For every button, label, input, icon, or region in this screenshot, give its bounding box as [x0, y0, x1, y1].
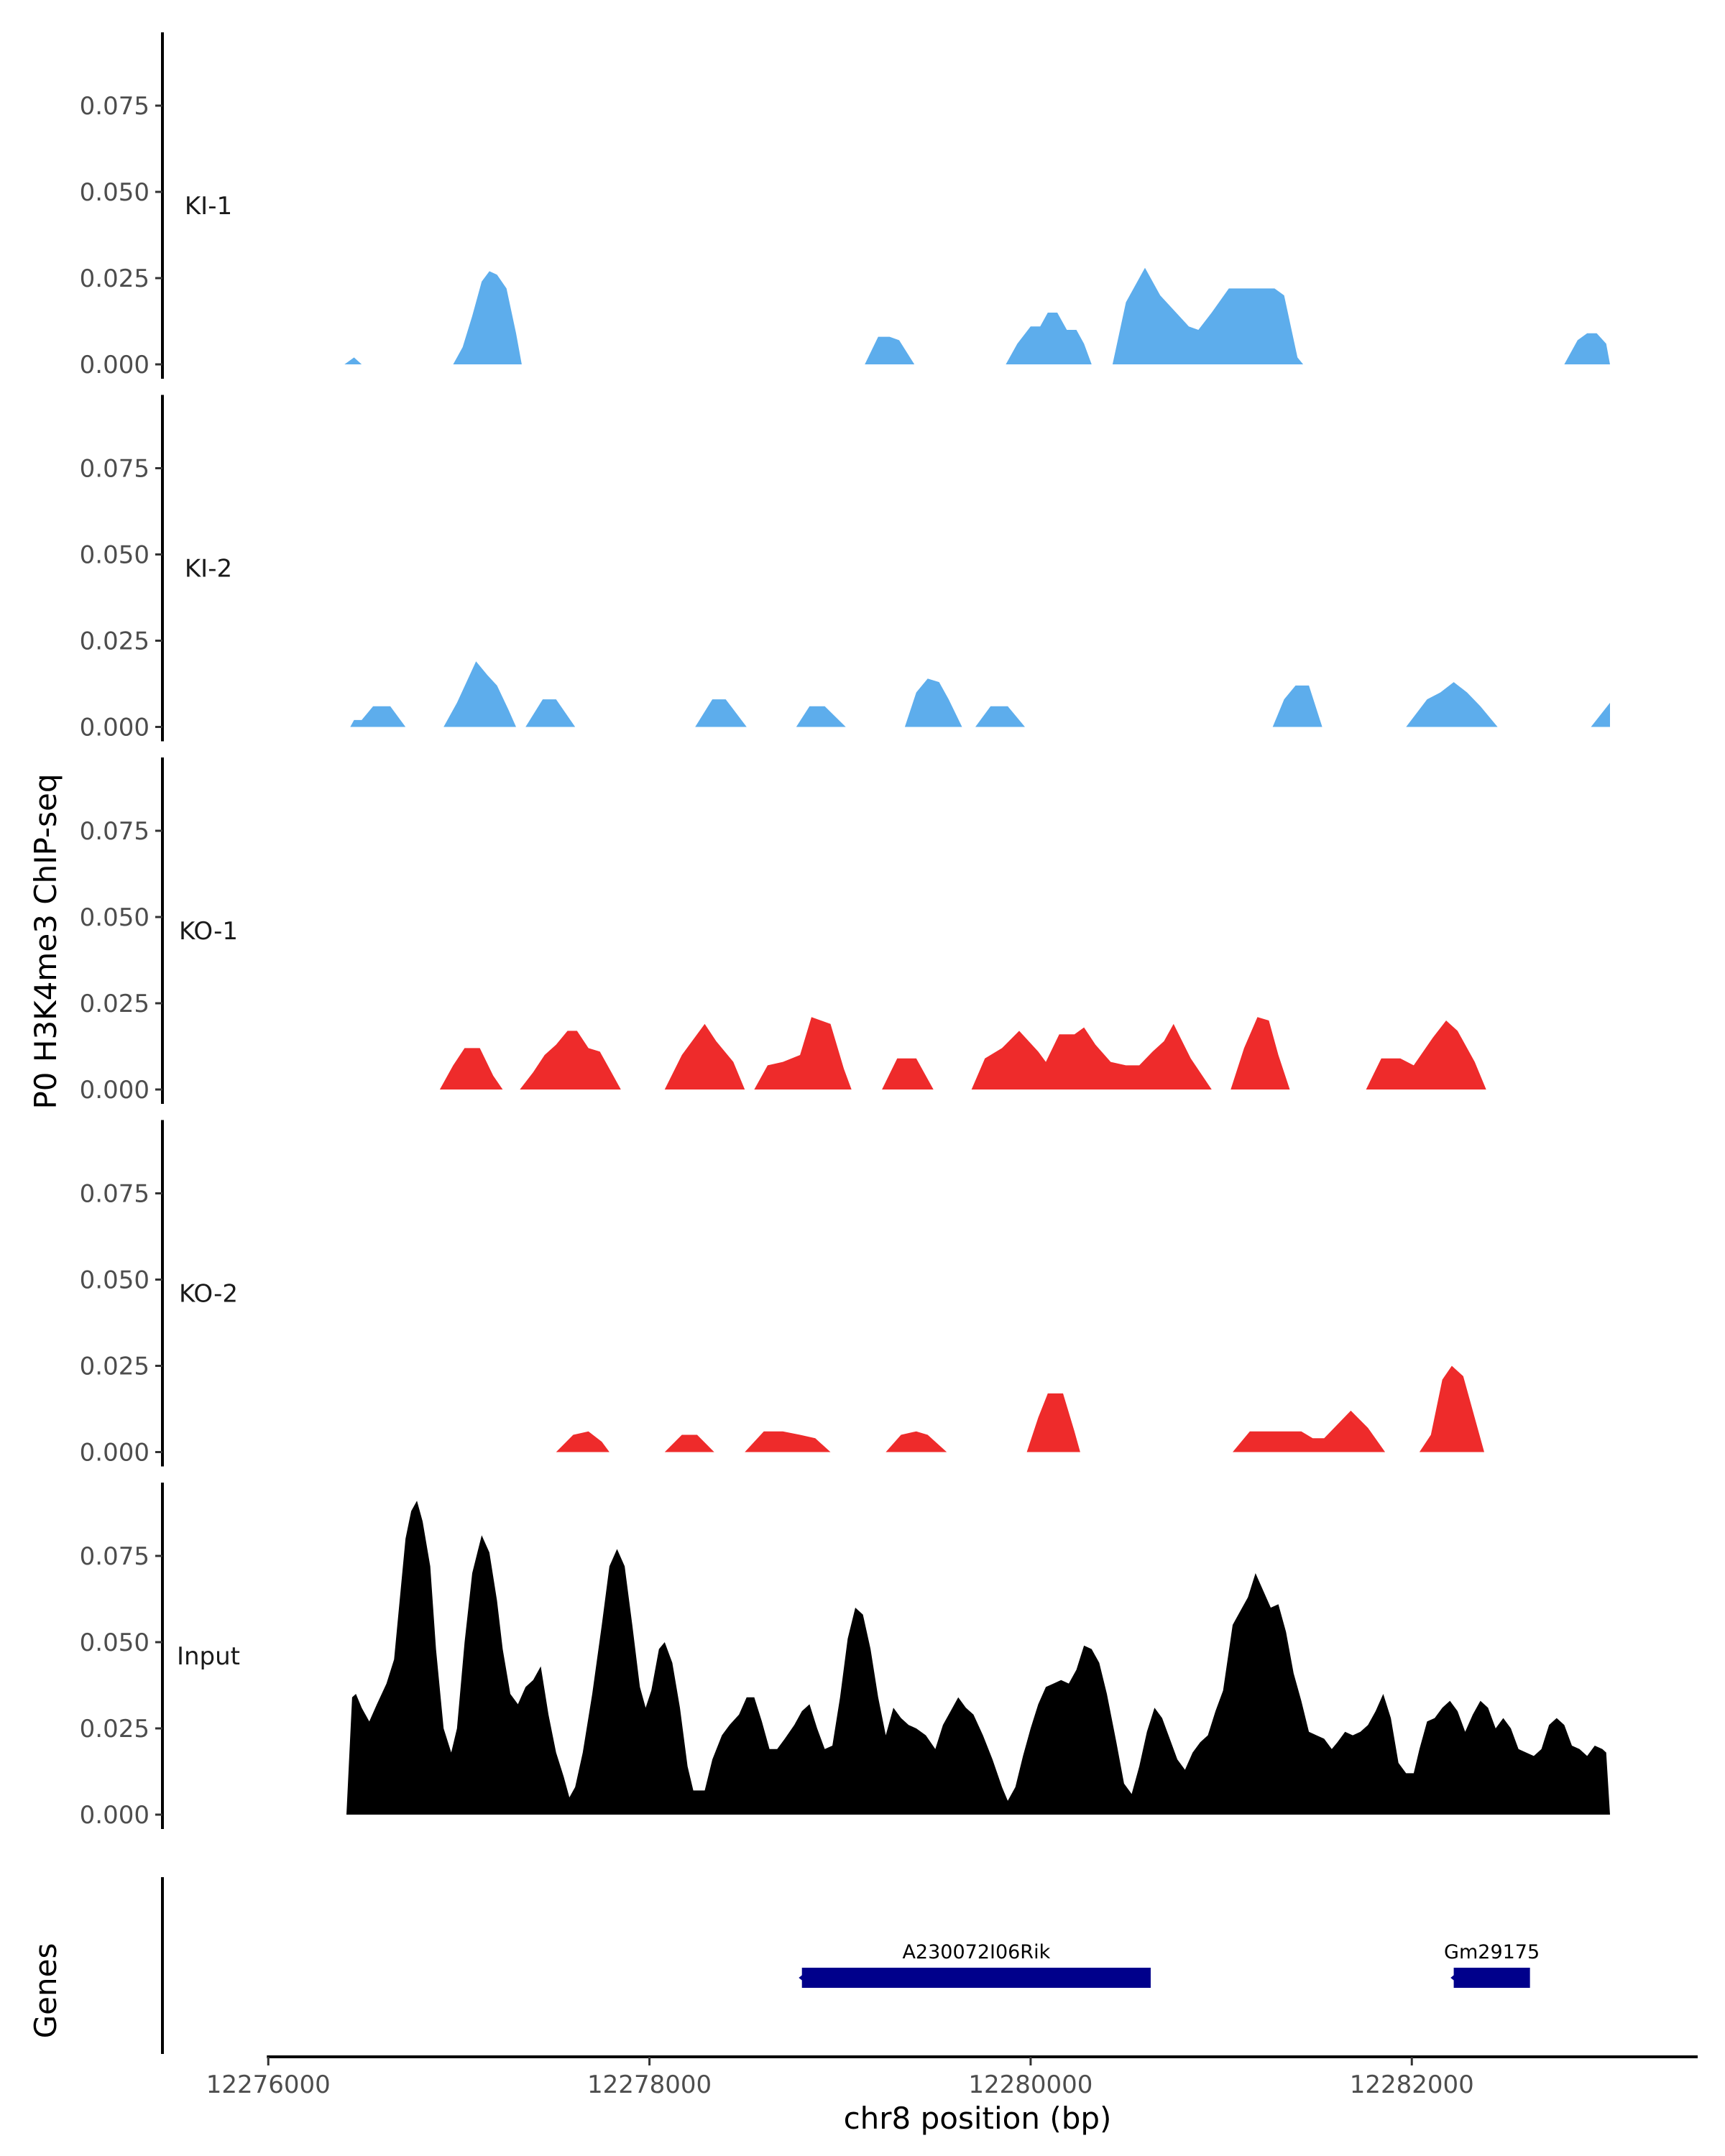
y-tick-label: 0.075: [80, 817, 150, 846]
signal-peak-ko-1: [520, 1031, 621, 1089]
x-tick-label: 12278000: [587, 2070, 712, 2099]
signal-peak-ko-1: [1230, 1017, 1290, 1089]
track-label-ki-1: KI-1: [185, 192, 232, 221]
panel-ki-1: 0.000 0.025 0.050 0.075 KI-1: [80, 32, 1610, 379]
signal-peak-ki-1: [1112, 267, 1304, 364]
signal-peak-input: [346, 1501, 1610, 1815]
signal-peak-ko-1: [754, 1017, 852, 1089]
x-tick-label: 12280000: [968, 2070, 1092, 2099]
signal-peak-ki-2: [350, 706, 406, 727]
signal-peak-ki-2: [975, 706, 1025, 727]
x-tick-label: 12282000: [1350, 2070, 1474, 2099]
y-tick-label: 0.025: [80, 264, 150, 293]
signal-peak-ki-1: [1564, 333, 1610, 364]
signal-peak-ki-2: [1406, 682, 1498, 727]
signal-peak-ki-2: [796, 706, 846, 727]
x-axis: 12276000 12278000 12280000 12282000: [206, 2055, 1698, 2099]
track-label-ko-2: KO-2: [179, 1280, 238, 1309]
panel-input: 0.000 0.025 0.050 0.075 Input: [80, 1483, 1610, 1830]
genes-axis-title: Genes: [28, 1943, 63, 2039]
y-tick-label: 0.025: [80, 1353, 150, 1381]
y-tick-label: 0.050: [80, 1266, 150, 1295]
signal-peak-ki-2: [1272, 685, 1322, 727]
signal-peak-ko-2: [1026, 1393, 1080, 1452]
signal-peak-ko-2: [1419, 1365, 1484, 1452]
chip-seq-panels: 0.0000.0250.0500.075KI-10.0000.0250.0500…: [80, 32, 1610, 1830]
y-tick-label: 0.000: [80, 1801, 150, 1830]
gene-label-gm29175: Gm29175: [1444, 1941, 1540, 1963]
gene-label-a230072i06rik: A230072I06Rik: [902, 1941, 1050, 1963]
y-tick-label: 0.075: [80, 92, 150, 121]
signal-peak-ki-2: [443, 661, 516, 727]
signal-peak-ko-1: [1366, 1021, 1486, 1089]
y-tick-label: 0.000: [80, 1439, 150, 1468]
signal-peak-ko-1: [664, 1023, 745, 1089]
x-tick-label: 12276000: [206, 2070, 331, 2099]
signal-peak-ko-2: [664, 1434, 714, 1452]
gene-strand-arrow: [799, 1971, 809, 1985]
track-label-ko-1: KO-1: [179, 917, 238, 946]
signal-peak-ki-1: [1006, 313, 1092, 364]
signal-peak-ki-1: [344, 357, 362, 364]
signal-peak-ki-2: [695, 699, 747, 727]
gene-strand-arrow: [1450, 1971, 1460, 1985]
signal-peak-ko-1: [882, 1058, 934, 1089]
y-tick-label: 0.000: [80, 351, 150, 379]
genes-panel: A230072I06Rik Gm29175: [161, 1877, 1540, 2054]
x-axis-title: chr8 position (bp): [844, 2101, 1112, 2136]
y-tick-label: 0.025: [80, 1715, 150, 1743]
gene-body-a230072i06rik: [801, 1968, 1151, 1988]
signal-peak-ki-2: [1591, 702, 1610, 727]
y-axis-title: P0 H3K4me3 ChIP-seq: [28, 773, 63, 1109]
signal-peak-ki-1: [453, 271, 522, 364]
y-tick-label: 0.075: [80, 1180, 150, 1209]
y-tick-label: 0.050: [80, 1628, 150, 1657]
y-tick-label: 0.025: [80, 990, 150, 1018]
signal-peak-ki-1: [865, 336, 915, 364]
y-tick-label: 0.000: [80, 714, 150, 742]
panel-ki-2: 0.000 0.025 0.050 0.075 KI-2: [80, 395, 1610, 742]
signal-peak-ki-2: [904, 678, 962, 727]
track-label-ki-2: KI-2: [185, 555, 232, 584]
track-label-input: Input: [177, 1642, 240, 1671]
signal-peak-ko-2: [556, 1431, 610, 1452]
gene-body-gm29175: [1453, 1968, 1530, 1988]
signal-peak-ko-2: [1233, 1410, 1386, 1452]
y-tick-label: 0.050: [80, 178, 150, 207]
y-tick-label: 0.075: [80, 1542, 150, 1571]
y-tick-label: 0.075: [80, 455, 150, 484]
signal-peak-ko-1: [971, 1023, 1212, 1089]
signal-peak-ki-2: [525, 699, 576, 727]
panel-ko-1: 0.000 0.025 0.050 0.075 KO-1: [80, 757, 1486, 1105]
y-tick-label: 0.050: [80, 541, 150, 570]
y-tick-label: 0.000: [80, 1076, 150, 1105]
signal-peak-ko-2: [745, 1431, 831, 1452]
y-tick-label: 0.025: [80, 627, 150, 656]
signal-peak-ko-2: [886, 1431, 947, 1452]
panel-ko-2: 0.000 0.025 0.050 0.075 KO-2: [80, 1120, 1484, 1468]
signal-peak-ko-1: [439, 1048, 503, 1089]
y-tick-label: 0.050: [80, 903, 150, 932]
